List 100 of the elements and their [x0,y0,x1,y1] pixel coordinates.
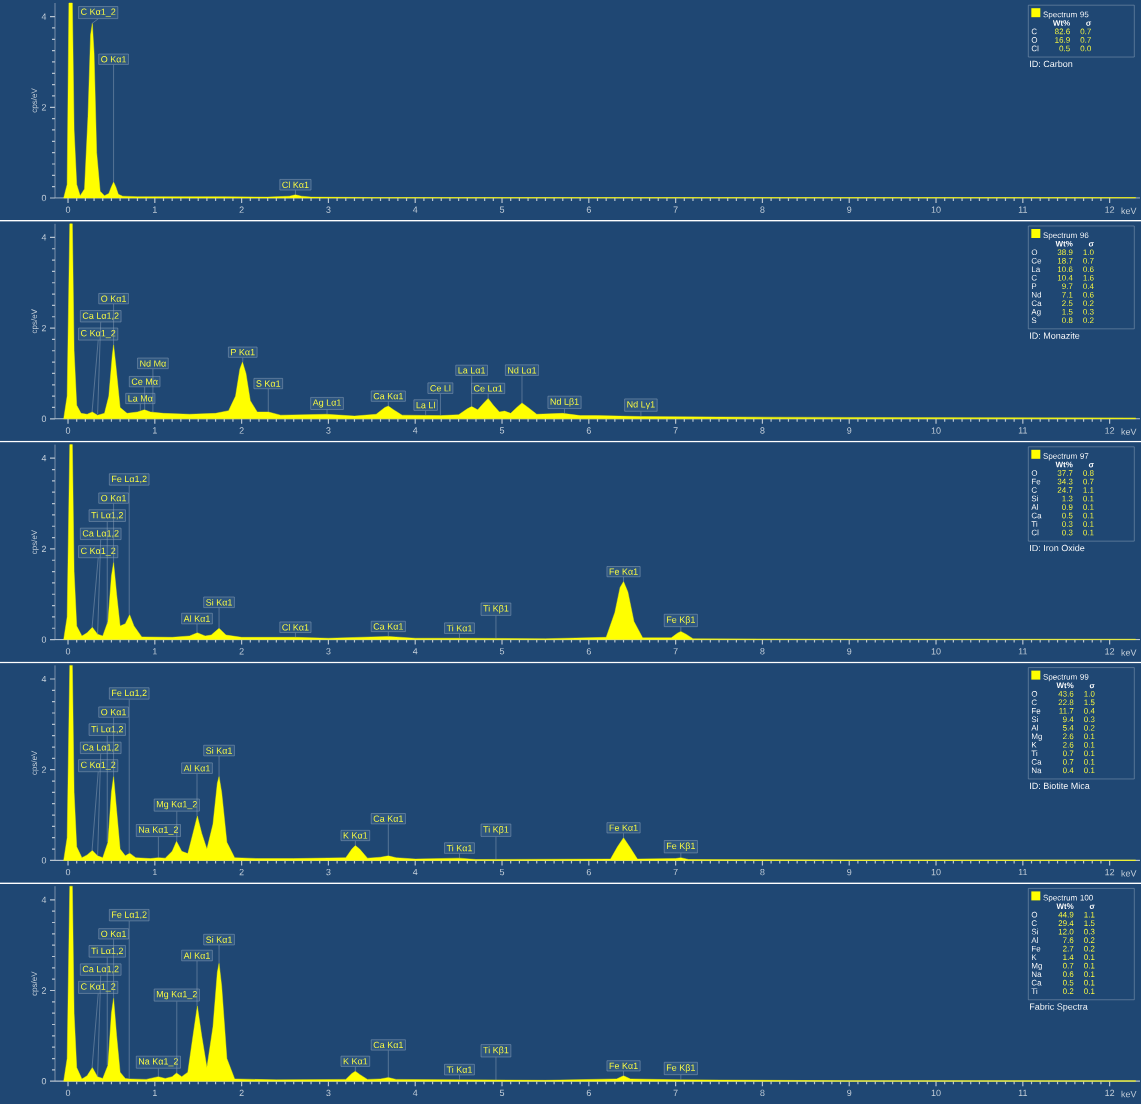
annotation: Fe Lα1,2 [112,689,147,698]
x-tick-label: 1 [153,648,157,655]
x-tick-label: 9 [847,1089,852,1097]
annotation: Cl [1031,45,1039,52]
annotation: 2.7 [1063,945,1074,952]
annotation: Wt% [1056,903,1074,909]
x-tick-label: 10 [931,868,941,876]
annotation: Si Kα1 [206,598,232,606]
annotation: 2.6 [1063,742,1074,748]
annotation: 1.4 [1063,954,1074,960]
y-tick-label: 4 [41,896,47,903]
annotation: 0.0 [1080,45,1092,52]
annotation: 0.7 [1062,759,1074,765]
x-tick-label: 7 [673,427,678,434]
annotation: Ca Lα1,2 [82,530,119,538]
annotation: 0.9 [1062,504,1073,510]
y-tick-label: 4 [41,455,47,462]
x-tick-label: 3 [326,427,331,434]
annotation: Ti [1031,750,1038,757]
annotation: 0.6 [1083,291,1094,298]
y-axis-title: cps/eV [31,529,39,554]
annotation: O Kα1 [101,494,126,502]
annotation: Ag [1031,308,1041,317]
annotation: Ca [1031,300,1042,307]
x-axis-title: keV [1121,649,1137,656]
x-tick-label: 5 [499,206,505,213]
y-tick-label: 2 [41,104,47,111]
annotation: 0.5 [1062,979,1074,986]
annotation: 0.8 [1083,470,1094,476]
annotation: O Kα1 [101,295,126,302]
annotation: O Kα1 [101,930,126,938]
annotation: Ce Mα [131,378,158,385]
x-tick-label: 2 [239,206,244,213]
annotation: Al [1031,504,1038,510]
annotation: Nd Lγ1 [627,400,655,410]
annotation: C [1031,274,1037,281]
annotation: Na Kα1_2 [139,826,179,835]
annotation: Na [1031,971,1042,977]
annotation: 0.1 [1084,742,1095,748]
annotation: 0.1 [1084,962,1095,969]
annotation: K Kα1 [343,832,368,839]
x-tick-label: 11 [1018,427,1028,434]
annotation: Ca [1031,512,1042,519]
x-tick-label: 0 [65,1089,71,1097]
annotation: Mg Kα1_2 [156,801,197,810]
x-tick-label: 3 [326,868,331,876]
annotation: 0.1 [1084,971,1095,977]
annotation: Ti Kα1 [446,1066,472,1073]
annotation: Ca [1031,979,1042,986]
annotation: 10.6 [1057,266,1073,273]
annotation: P [1031,283,1037,289]
x-tick-label: 5 [499,427,505,434]
annotation: Fe Kβ1 [666,842,695,851]
annotation: Ti [1031,521,1038,527]
annotation: Al Kα1 [183,615,210,622]
annotation: ID: Iron Oxide [1030,544,1085,552]
annotation: 0.1 [1083,504,1094,510]
legend-label: Spectrum 95 [1043,11,1089,19]
annotation: C Kα1_2 [81,8,116,17]
annotation: C Kα1_2 [81,983,116,992]
annotation: 0.3 [1062,521,1073,527]
annotation: 0.4 [1083,283,1094,290]
annotation: Fe Lα1,2 [112,475,147,484]
annotation: Nd Mα [140,360,166,367]
x-axis-title: keV [1121,207,1137,215]
annotation: Fe [1031,708,1041,714]
annotation: 1.5 [1084,699,1095,706]
x-tick-label: 8 [760,1089,765,1097]
annotation: Fe Kα1 [609,568,638,575]
annotation: Cl [1031,529,1039,536]
legend-label: Spectrum 97 [1043,453,1089,461]
annotation: La Mα [128,395,153,402]
annotation: O [1031,470,1038,476]
annotation: Ti Kα1 [446,624,472,632]
annotation: ID: Monazite [1030,332,1080,339]
annotation: 12.0 [1058,928,1074,935]
annotation: 0.1 [1084,988,1095,994]
annotation: Mg Kα1_2 [156,990,197,1000]
x-tick-label: 1 [153,868,157,876]
y-axis-title: cps/eV [31,88,39,113]
x-tick-label: 0 [65,206,71,213]
x-tick-label: 7 [673,206,678,213]
x-tick-label: 5 [499,1089,505,1097]
x-tick-label: 4 [412,1089,418,1096]
annotation: La Lα1 [458,367,486,374]
annotation: 0.1 [1084,759,1095,765]
annotation: Nd Lα1 [508,366,537,374]
y-tick-label: 0 [41,415,47,422]
x-tick-label: 9 [847,868,852,876]
annotation: σ [1088,463,1094,468]
annotation: 0.6 [1062,971,1074,977]
annotation: σ [1088,242,1094,247]
annotation: Ca Lα1,2 [82,744,119,752]
legend-label: Spectrum 96 [1043,232,1089,240]
y-tick-label: 0 [41,857,47,864]
annotation: 18.7 [1057,257,1073,264]
y-axis-title: cps/eV [31,750,39,775]
y-axis-title: cps/eV [31,309,39,334]
x-tick-label: 3 [326,1089,331,1097]
annotation: Wt% [1056,682,1074,689]
